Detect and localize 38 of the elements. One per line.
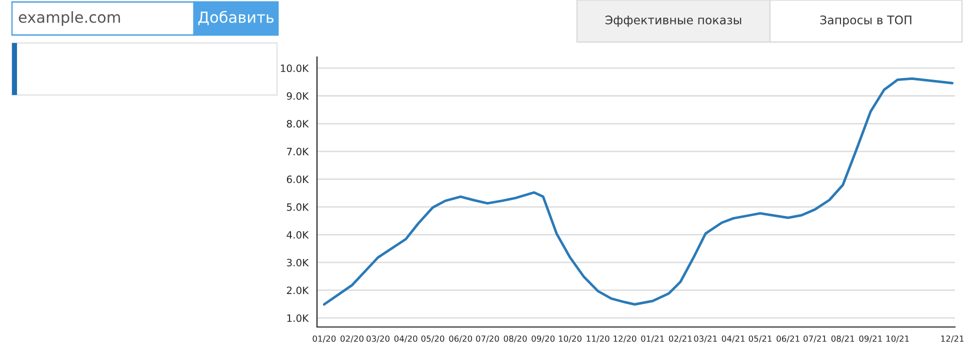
x-tick-label: 02/21 xyxy=(668,335,692,342)
x-tick-label: 11/20 xyxy=(586,335,610,342)
y-tick-label: 10.0K xyxy=(280,64,309,72)
text: Запросы в ТОП xyxy=(820,15,912,27)
y-tick-label: 7.0K xyxy=(287,148,309,156)
x-tick-label: 07/21 xyxy=(804,335,826,342)
x-tick-label: 02/20 xyxy=(340,335,364,342)
x-tick-label: 08/21 xyxy=(831,335,854,342)
x-tick-label: 05/21 xyxy=(748,335,772,342)
x-tick-label: 06/20 xyxy=(449,335,472,342)
x-tick-label: 12/21 xyxy=(941,335,964,342)
x-tick-label: 03/21 xyxy=(694,335,717,342)
y-tick-label: 8.0K xyxy=(286,120,309,128)
text: Эффективные показы xyxy=(605,15,742,27)
x-tick-label: 01/20 xyxy=(312,335,336,342)
y-tick-label: 6.0K xyxy=(286,176,309,184)
x-tick-label: 07/20 xyxy=(476,335,499,342)
text: Добавить xyxy=(198,10,274,26)
y-tick-label: 1.0K xyxy=(287,314,309,322)
y-tick-label: 5.0K xyxy=(286,203,309,211)
x-tick-label: 03/20 xyxy=(366,335,390,342)
x-tick-label: 05/20 xyxy=(421,335,444,342)
x-tick-label: 08/20 xyxy=(504,335,527,342)
x-tick-label: 12/20 xyxy=(614,335,636,342)
y-tick-label: 4.0K xyxy=(286,231,309,239)
y-tick-label: 2.0K xyxy=(286,286,309,294)
y-tick-label: 3.0K xyxy=(286,258,309,266)
x-tick-label: 09/20 xyxy=(532,335,555,342)
x-tick-label: 04/20 xyxy=(394,335,418,342)
y-tick-label: 9.0K xyxy=(286,92,309,100)
text: example.com xyxy=(18,11,120,26)
x-tick-label: 01/21 xyxy=(641,335,664,342)
x-tick-label: 10/20 xyxy=(558,335,582,342)
x-tick-label: 04/21 xyxy=(722,335,745,342)
line-series xyxy=(322,77,954,306)
x-tick-label: 06/21 xyxy=(776,335,800,342)
x-tick-label: 10/21 xyxy=(886,335,909,342)
x-tick-label: 09/21 xyxy=(859,335,882,342)
